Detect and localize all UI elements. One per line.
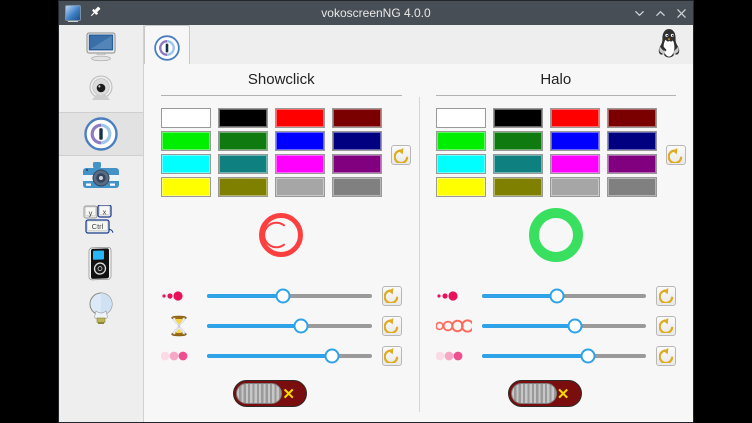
- svg-text:x: x: [103, 207, 107, 216]
- svg-text:Ctrl: Ctrl: [92, 222, 104, 231]
- svg-text:y: y: [89, 208, 93, 217]
